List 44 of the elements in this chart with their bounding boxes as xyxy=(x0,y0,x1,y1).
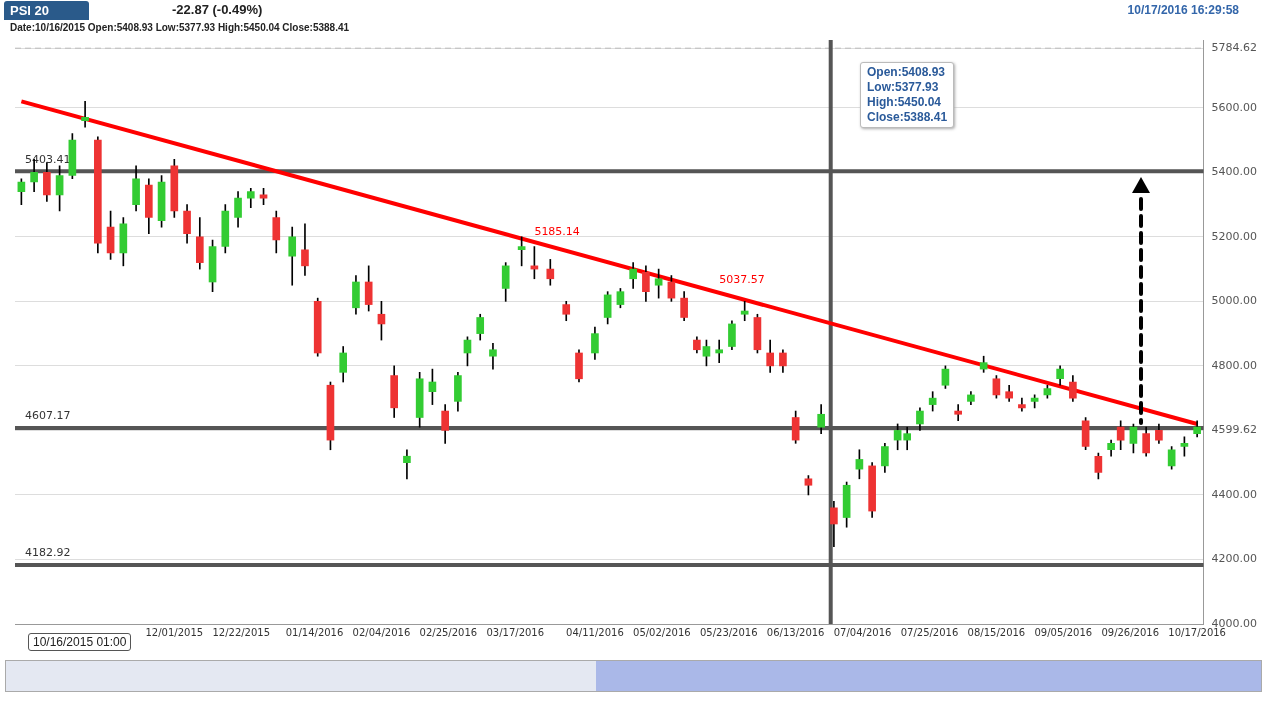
y-tick-label: 4400.00 xyxy=(1211,487,1258,501)
annotation: Close:5388.41 xyxy=(867,110,948,125)
x-tick-label: 01/14/2016 xyxy=(285,626,344,638)
annotation: Open:5408.93 xyxy=(867,65,947,80)
x-tick-label: 09/05/2016 xyxy=(1034,626,1093,638)
candlestick xyxy=(81,100,89,128)
x-tick-label: 10/17/2016 xyxy=(1168,626,1226,638)
x-tick-label: 03/17/2016 xyxy=(486,626,545,638)
x-tick-label: 08/15/2016 xyxy=(967,626,1026,638)
x-tick-label: 07/04/2016 xyxy=(833,626,892,638)
y-tick-label: 5600.00 xyxy=(1211,100,1258,114)
x-tick-label: 04/11/2016 xyxy=(566,626,624,638)
y-tick-label: 4800.00 xyxy=(1211,358,1258,372)
y-tick-label: 5400.00 xyxy=(1211,165,1258,179)
chart-subtitle: -22.87 (-0.49%) xyxy=(172,2,263,17)
y-tick-label: 4599.62 xyxy=(1211,423,1258,437)
x-tick-label: 12/01/2015 xyxy=(145,626,204,638)
annotation: Low:5377.93 xyxy=(867,80,940,95)
y-tick-label: 5000.00 xyxy=(1211,294,1258,308)
y-tick-label: 5784.62 xyxy=(1211,41,1258,55)
candlestick xyxy=(715,339,724,363)
x-tick-label: 05/23/2016 xyxy=(699,626,758,638)
y-tick-label: 5200.00 xyxy=(1211,229,1258,243)
x-tick-label: 02/25/2016 xyxy=(419,626,478,638)
annotation: 5037.57 xyxy=(719,272,765,286)
x-tick-label: 05/02/2016 xyxy=(633,626,691,638)
x-tick-label: 09/26/2016 xyxy=(1101,626,1160,638)
text: 10/16/2015 01:00 xyxy=(28,633,132,651)
x-tick-label: 07/25/2016 xyxy=(900,626,959,638)
x-tick-label: 02/04/2016 xyxy=(352,626,411,638)
x-tick-label: 06/13/2016 xyxy=(766,626,825,638)
y-tick-label: 4200.00 xyxy=(1211,552,1258,566)
chart-title: PSI 20 xyxy=(4,1,90,20)
ref-line-label: 5403.41 xyxy=(25,152,71,166)
candlestick xyxy=(403,449,411,480)
x-tick-label: 12/22/2015 xyxy=(212,626,271,638)
text: 10/17/2016 16:29:58 xyxy=(1127,3,1239,17)
annotation: 5185.14 xyxy=(534,224,580,238)
ref-line-label: 4182.92 xyxy=(25,546,71,560)
annotation: High:5450.04 xyxy=(867,95,943,110)
candlestick xyxy=(954,404,962,422)
text: Date:10/16/2015 Open:5408.93 Low:5377.93 High:5450.04 Close:5388.41 xyxy=(10,22,350,33)
ref-line-label: 4607.17 xyxy=(25,409,71,423)
candlestick xyxy=(740,301,749,322)
